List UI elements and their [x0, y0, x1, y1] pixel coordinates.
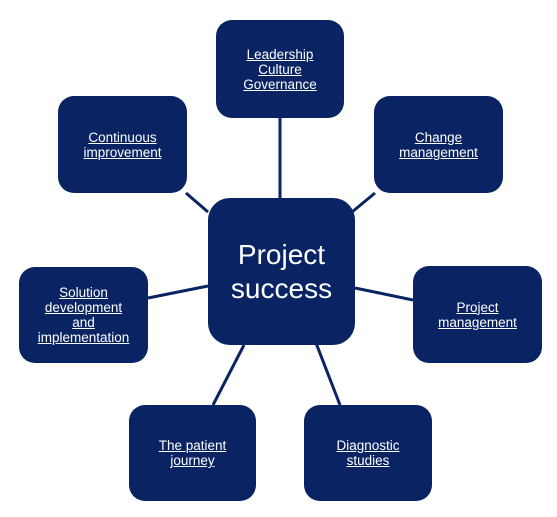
connector-change [351, 191, 376, 214]
connector-diagnostic [314, 342, 342, 406]
node-label[interactable]: Change management [399, 129, 478, 160]
node-change-management[interactable]: Change management [374, 96, 503, 193]
node-label[interactable]: Solution development and implementation [37, 285, 130, 345]
connector-continuous [185, 191, 209, 214]
node-label[interactable]: The patient journey [158, 438, 227, 468]
node-label[interactable]: Leadership Culture Governance [243, 46, 317, 92]
node-label[interactable]: Project management [438, 299, 517, 330]
hub-label: Project success [230, 238, 333, 304]
node-diagnostic-studies[interactable]: Diagnostic studies [304, 405, 432, 501]
node-continuous-improvement[interactable]: Continuous improvement [58, 96, 187, 193]
node-project-management[interactable]: Project management [413, 266, 542, 363]
node-leadership-culture-governance[interactable]: Leadership Culture Governance [216, 20, 344, 118]
node-label[interactable]: Diagnostic studies [336, 438, 400, 468]
connector-solution [147, 284, 209, 300]
connector-patient-journey [211, 344, 246, 406]
connector-project-management [354, 286, 414, 302]
node-label[interactable]: Continuous improvement [83, 129, 162, 160]
node-solution-development[interactable]: Solution development and implementation [19, 267, 148, 363]
project-success-hub: Project success [208, 198, 355, 345]
node-the-patient-journey[interactable]: The patient journey [129, 405, 256, 501]
